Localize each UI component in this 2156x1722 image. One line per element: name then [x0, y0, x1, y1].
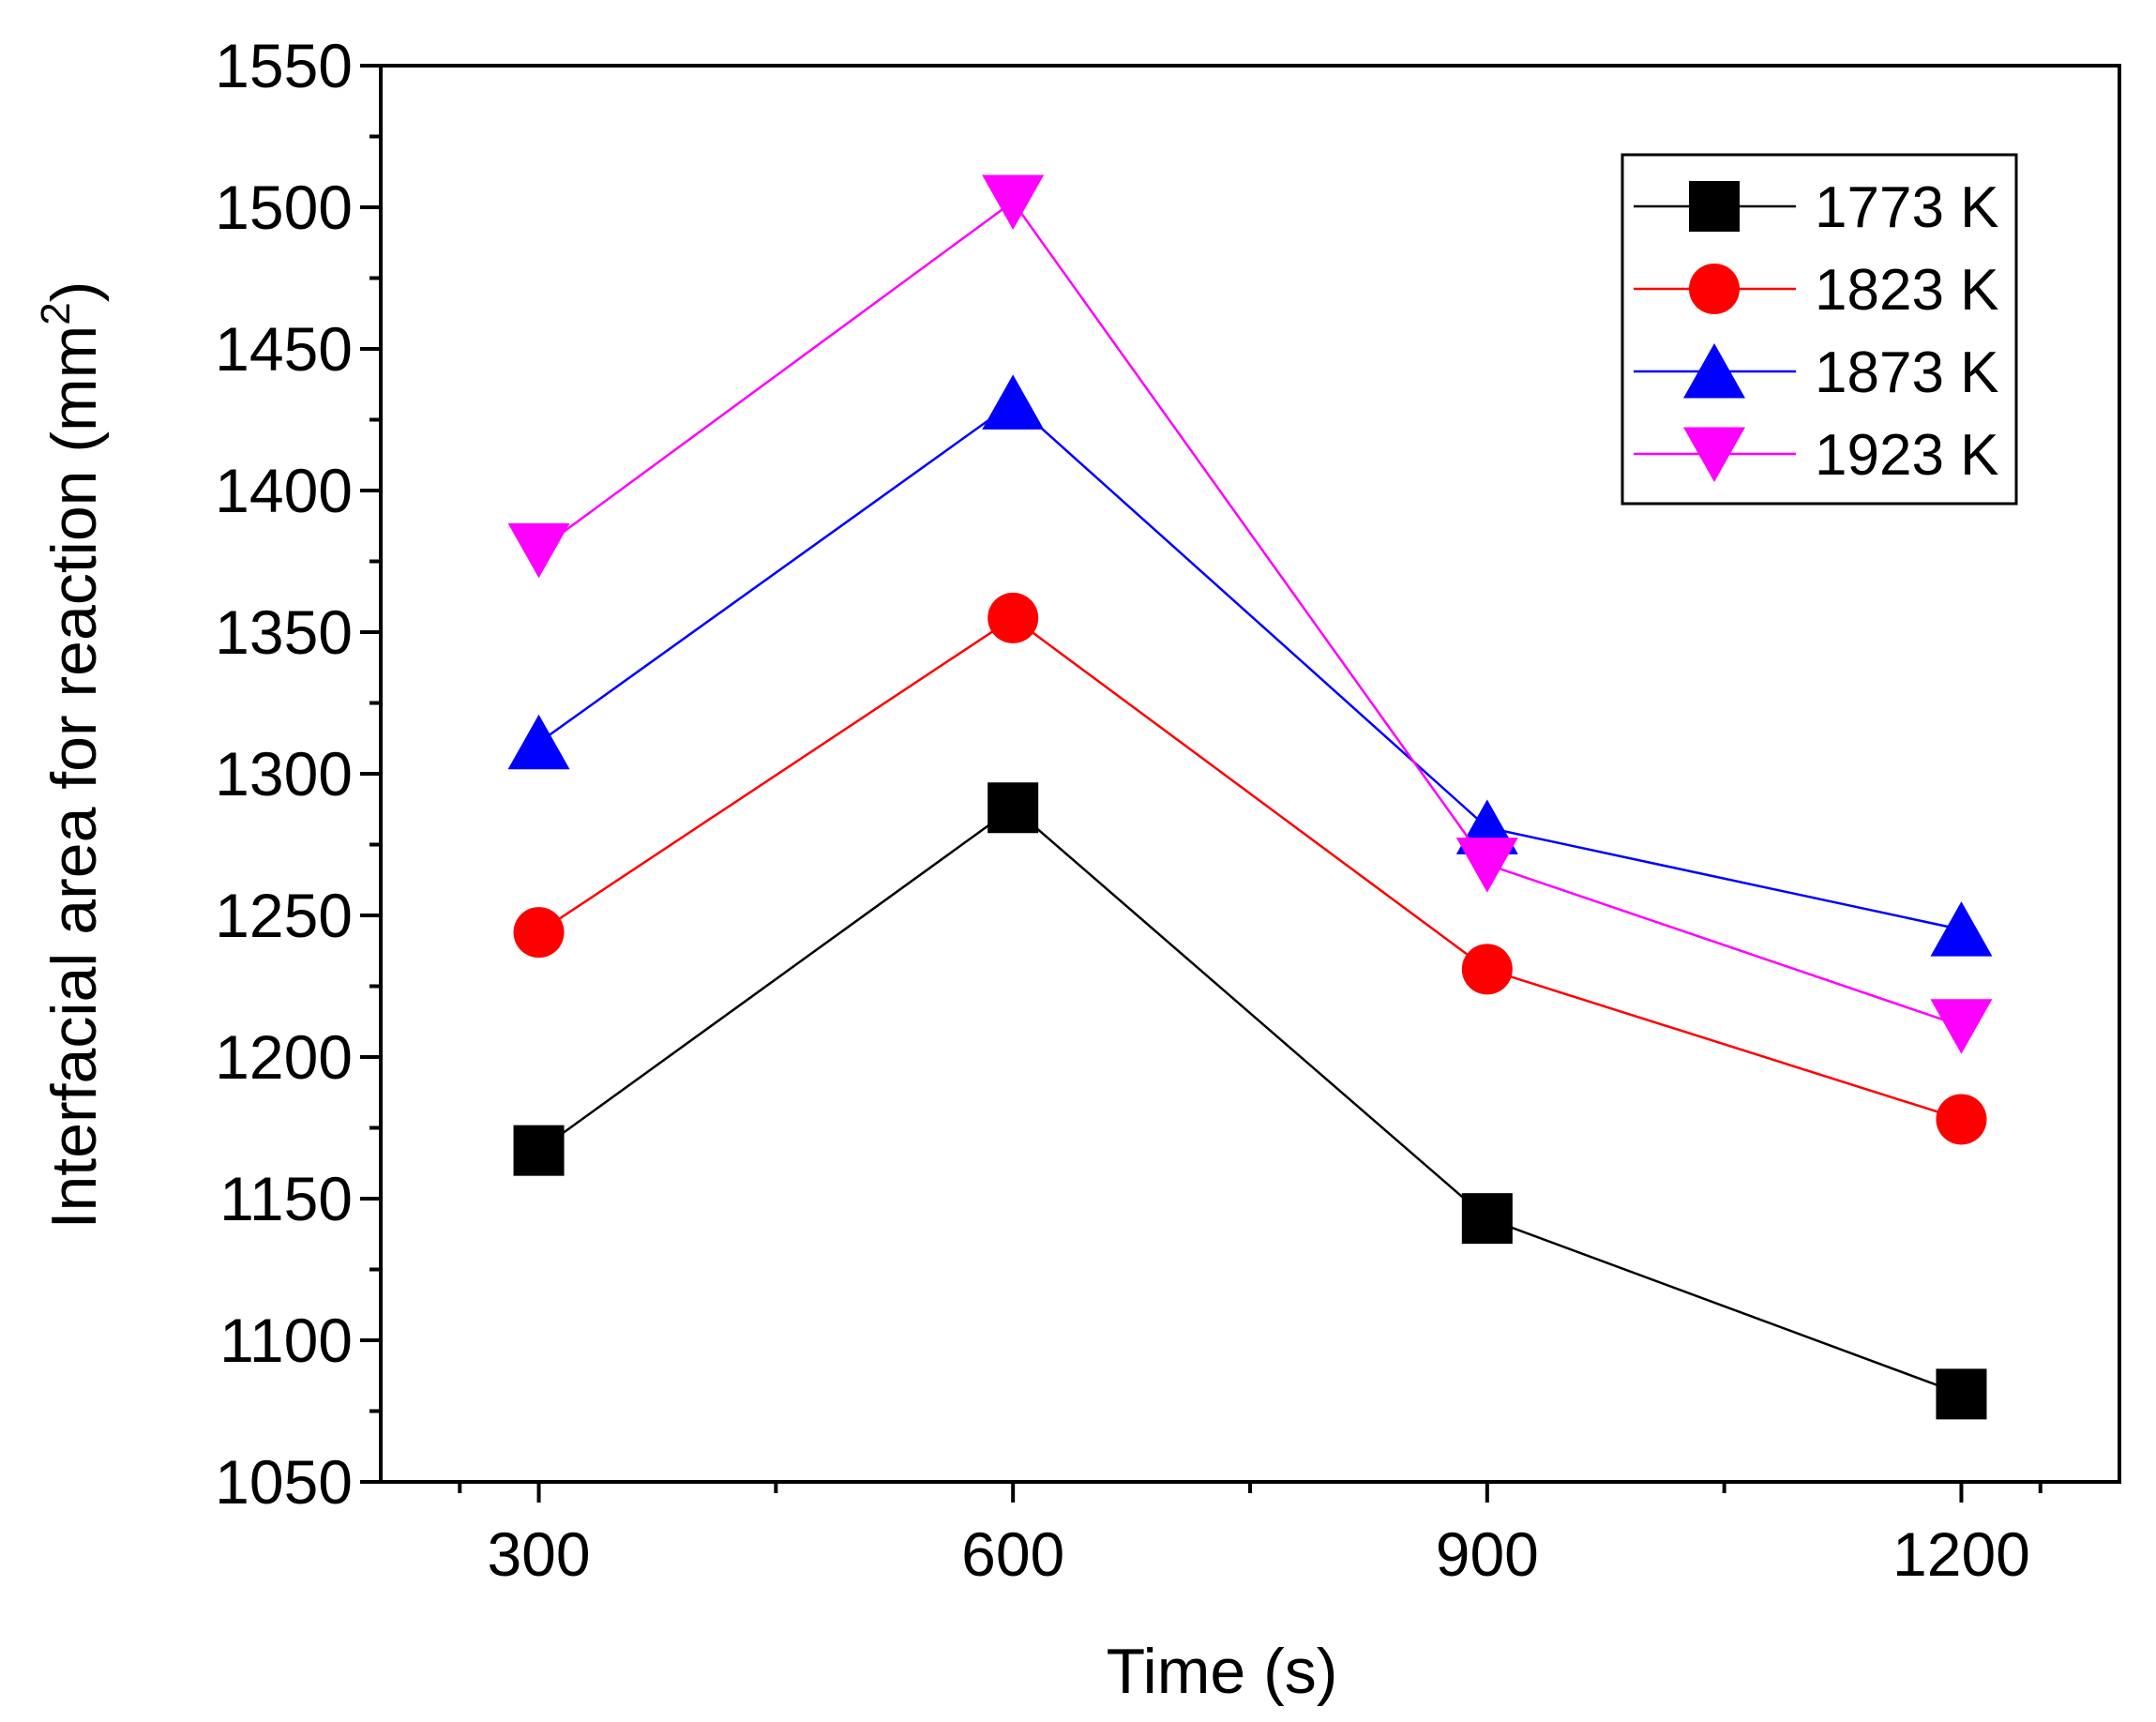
legend-marker [1689, 181, 1740, 232]
data-point [982, 174, 1045, 230]
y-tick-label: 1050 [215, 1447, 353, 1517]
y-tick-label: 1150 [219, 1164, 353, 1233]
data-point [1936, 1094, 1987, 1145]
series-line [537, 200, 1962, 1027]
legend-box [1621, 153, 2018, 506]
legend: 1773 K 1823 K 1873 K 1923 K [1621, 153, 2018, 506]
legend-label: 1773 K [1815, 175, 1999, 240]
legend-label: 1923 K [1815, 423, 1999, 488]
data-point [982, 374, 1045, 430]
data-point [1936, 1368, 1987, 1420]
y-tick-label: 1350 [215, 597, 353, 667]
series-line [537, 400, 1962, 931]
x-tick-label: 900 [1436, 1519, 1539, 1589]
data-point [1930, 999, 1993, 1054]
legend-marker [1689, 264, 1740, 314]
y-tick-label: 1300 [215, 739, 353, 808]
x-tick-label: 300 [487, 1519, 590, 1589]
y-axis-title-main: Interfacial area for reaction (mm [38, 325, 110, 1230]
x-tick-label: 600 [961, 1519, 1064, 1589]
y-axis-title-close-paren: ) [38, 281, 110, 303]
y-axis-title-superscript: 2 [33, 302, 79, 325]
y-tick-label: 1100 [219, 1306, 353, 1375]
data-point [1930, 901, 1993, 957]
legend-marker [1683, 427, 1745, 482]
series-layer [507, 174, 1993, 1420]
data-point [988, 782, 1039, 834]
data-point [1461, 944, 1513, 995]
legend-marker [1683, 343, 1745, 399]
legend-label: 1823 K [1815, 258, 1999, 323]
ticks-layer: 1050 1100 1150 1200 1250 1300 1350 1400 1450 1500… [215, 31, 2043, 1589]
series-1 [513, 782, 1987, 1420]
y-tick-label: 1500 [215, 173, 353, 242]
data-point [1455, 838, 1518, 893]
y-axis-title: Interfacial area for reaction (mm2) [33, 281, 110, 1230]
series-line [537, 616, 1962, 1121]
y-tick-label: 1200 [215, 1022, 353, 1092]
series-2 [513, 592, 1987, 1145]
series-line [537, 806, 1962, 1396]
data-point [988, 592, 1039, 643]
y-tick-label: 1250 [215, 881, 353, 950]
y-tick-label: 1400 [215, 456, 353, 525]
data-point [507, 522, 570, 579]
data-point [513, 907, 565, 959]
x-tick-label: 1200 [1892, 1519, 2030, 1589]
data-point [513, 1125, 565, 1176]
x-axis-title: Time (s) [1107, 1636, 1338, 1707]
legend-label: 1873 K [1815, 340, 1999, 405]
data-point [507, 714, 570, 770]
series-4 [507, 174, 1993, 1054]
data-point [1461, 1193, 1513, 1245]
y-tick-label: 1550 [215, 31, 353, 100]
y-tick-label: 1450 [215, 314, 353, 384]
